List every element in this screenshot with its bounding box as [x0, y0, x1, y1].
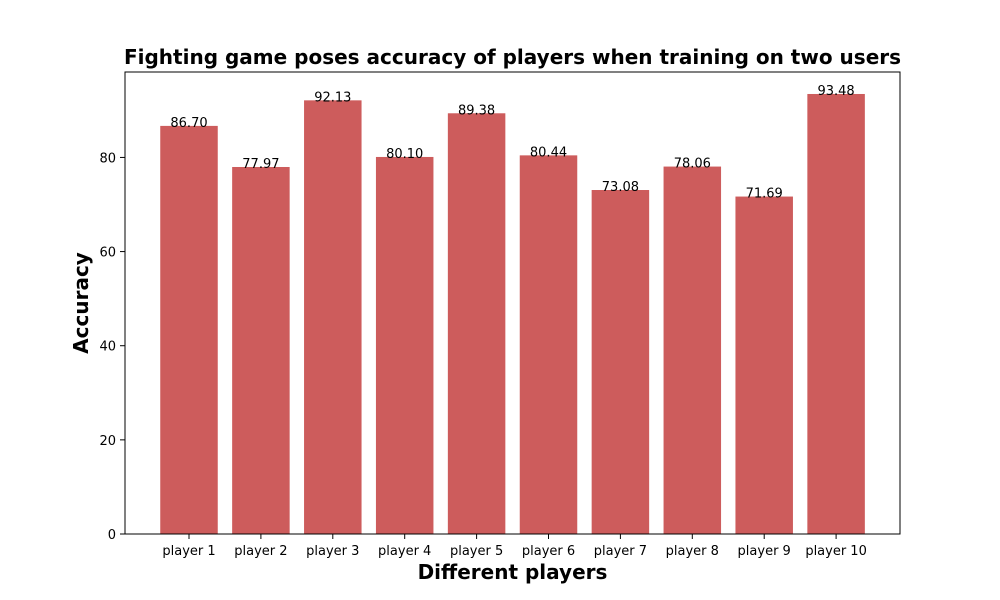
bar-player-10 — [807, 93, 865, 534]
y-tick-label: 20 — [99, 434, 116, 449]
x-tick-label: player 9 — [738, 544, 791, 559]
data-label: 71.69 — [746, 187, 783, 202]
x-tick-label: player 1 — [162, 544, 215, 559]
plot-frame — [124, 71, 901, 535]
bar-player-2 — [232, 166, 290, 535]
bar-player-4 — [375, 156, 434, 534]
x-tick-label: player 7 — [594, 544, 647, 559]
x-tick-label: player 6 — [522, 544, 575, 559]
x-tick-label: player 10 — [805, 544, 867, 559]
y-tick-label: 60 — [99, 246, 116, 261]
data-label: 77.97 — [242, 157, 279, 172]
x-tick-label: player 2 — [234, 544, 287, 559]
x-axis-ticks: player 1 player 2 player 3 player 4 player 5… — [162, 534, 867, 559]
chart-title: Fighting game poses accuracy of players … — [124, 45, 901, 69]
data-label: 73.08 — [602, 180, 639, 195]
x-axis-label: Different players — [418, 560, 608, 584]
y-axis-label: Accuracy — [69, 252, 93, 354]
data-label: 80.10 — [386, 147, 423, 162]
bar-player-5 — [447, 113, 506, 534]
data-label: 89.38 — [458, 103, 495, 118]
bars-layer — [160, 93, 865, 535]
y-tick-label: 80 — [99, 151, 116, 166]
y-tick-label: 40 — [99, 340, 116, 355]
data-label: 93.48 — [817, 84, 854, 99]
data-label: 78.06 — [674, 157, 711, 172]
data-labels-layer: 86.70 77.97 92.13 80.10 89.38 80.44 73.08 78.06… — [170, 84, 854, 202]
x-tick-label: player 3 — [306, 544, 359, 559]
y-tick-label: 0 — [108, 528, 116, 543]
x-tick-label: player 4 — [378, 544, 431, 559]
bar-player-7 — [591, 190, 650, 534]
bar-player-9 — [735, 196, 793, 535]
bar-player-3 — [304, 100, 362, 534]
bar-player-8 — [663, 166, 722, 534]
x-tick-label: player 5 — [450, 544, 503, 559]
y-axis-ticks: 0 20 40 60 80 — [99, 151, 125, 543]
bar-player-6 — [519, 155, 578, 535]
data-label: 86.70 — [170, 116, 207, 131]
data-label: 80.44 — [530, 145, 567, 160]
data-label: 92.13 — [314, 90, 351, 105]
bar-player-1 — [160, 125, 218, 535]
x-tick-label: player 8 — [666, 544, 719, 559]
